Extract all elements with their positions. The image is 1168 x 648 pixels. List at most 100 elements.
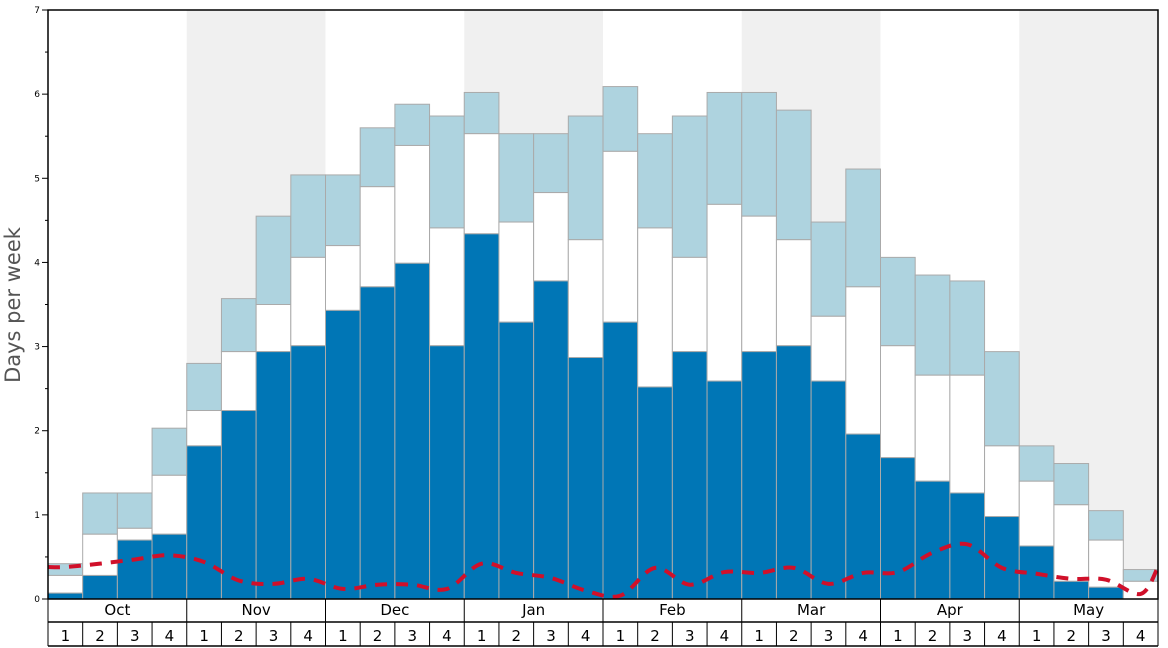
bar-middle (463, 133, 500, 235)
week-label: 2 (95, 627, 105, 645)
y-tick-label: 2 (34, 427, 40, 437)
bar-middle (1053, 504, 1090, 582)
week-label: 4 (858, 627, 868, 645)
bar-middle (186, 410, 222, 447)
month-label: Apr (937, 601, 964, 619)
y-tick-label: 1 (34, 511, 40, 521)
bar-middle (1018, 480, 1055, 547)
bar-upper (706, 91, 743, 205)
bar-upper (984, 351, 1020, 447)
bar-middle (151, 474, 188, 535)
bar-upper (290, 174, 326, 258)
week-label: 2 (650, 627, 660, 645)
bar-middle (602, 150, 639, 323)
bar-upper (498, 133, 535, 223)
bar-upper (186, 362, 222, 412)
bar-upper (463, 91, 500, 135)
week-label: 3 (685, 627, 695, 645)
bar-lower (914, 480, 951, 600)
bar-middle (255, 304, 292, 353)
week-label: 3 (130, 627, 140, 645)
bar-lower (706, 380, 743, 600)
bar-upper (1018, 445, 1055, 482)
bar-middle (845, 286, 881, 435)
bar-lower (637, 386, 673, 600)
bar-middle (741, 215, 777, 353)
week-label: 4 (303, 627, 313, 645)
bar-lower (394, 262, 431, 600)
bar-middle (116, 527, 153, 541)
week-label: 3 (824, 627, 834, 645)
bar-lower (741, 351, 777, 600)
bar-upper (775, 109, 812, 241)
bar-lower (498, 321, 535, 600)
week-label: 2 (373, 627, 383, 645)
bar-lower (463, 233, 500, 600)
bar-upper (220, 298, 257, 353)
bar-upper (325, 174, 361, 247)
bar-upper (602, 86, 639, 152)
bar-lower (186, 445, 222, 600)
bar-lower (47, 592, 84, 600)
bar-middle (637, 227, 673, 388)
bar-upper (880, 256, 916, 347)
month-label: Mar (797, 601, 826, 619)
month-label: Feb (659, 601, 686, 619)
week-label: 2 (928, 627, 938, 645)
week-label: 1 (1032, 627, 1042, 645)
y-tick-label: 6 (34, 90, 40, 100)
week-label: 4 (1136, 627, 1146, 645)
average-line-layer (47, 541, 1160, 599)
bar-upper (82, 492, 118, 535)
bar-lower (220, 410, 257, 600)
month-label: May (1073, 601, 1104, 619)
week-label: 4 (720, 627, 730, 645)
y-tick-label: 7 (34, 6, 40, 16)
y-axis-label: Days per week (1, 226, 25, 383)
week-label: 2 (234, 627, 244, 645)
y-tick-label: 3 (34, 343, 40, 353)
bar-middle (567, 239, 604, 359)
week-label: 1 (754, 627, 764, 645)
week-label: 2 (512, 627, 522, 645)
bar-middle (810, 315, 847, 382)
bar-upper (429, 115, 465, 229)
bar-upper (255, 215, 292, 305)
bar-middle (359, 186, 396, 288)
bar-lower (810, 380, 847, 600)
bar-lower (116, 539, 153, 600)
week-label: 2 (1067, 627, 1077, 645)
bar-lower (290, 345, 326, 600)
bar-lower (775, 345, 812, 600)
bar-lower (82, 574, 118, 600)
month-label: Dec (380, 601, 409, 619)
bar-upper (359, 127, 396, 188)
week-label: 1 (61, 627, 71, 645)
bar-lower (255, 351, 292, 600)
bar-middle (706, 203, 743, 382)
bar-middle (880, 345, 916, 459)
bar-lower (984, 516, 1020, 600)
bar-lower (671, 351, 708, 600)
bar-middle (949, 374, 986, 494)
bar-upper (533, 133, 569, 194)
average-line (47, 541, 1160, 599)
month-label: Oct (104, 601, 130, 619)
week-label: 1 (893, 627, 903, 645)
bar-upper (671, 115, 708, 258)
week-label: 1 (199, 627, 209, 645)
bar-middle (82, 533, 118, 576)
bar-lower (533, 280, 569, 600)
bar-upper (1088, 510, 1124, 541)
week-label: 3 (962, 627, 972, 645)
bar-middle (47, 574, 84, 594)
week-label: 3 (546, 627, 556, 645)
bar-upper (810, 221, 847, 317)
bar-lower (602, 321, 639, 600)
bar-upper (151, 427, 188, 476)
week-label: 3 (1101, 627, 1111, 645)
week-label: 3 (407, 627, 417, 645)
week-label: 3 (269, 627, 279, 645)
bar-middle (498, 221, 535, 323)
